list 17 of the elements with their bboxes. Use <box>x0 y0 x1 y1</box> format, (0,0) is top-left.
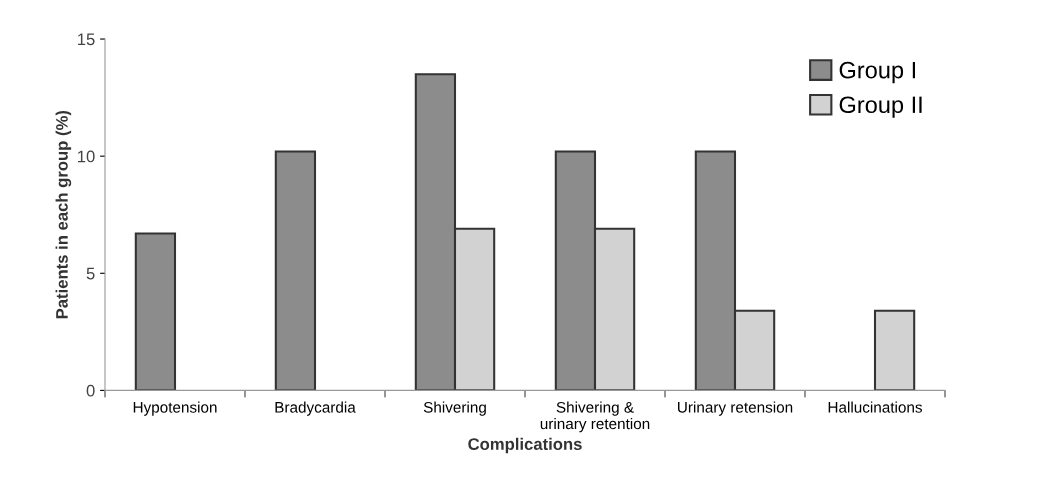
x-tick-label: Shivering <box>423 401 486 416</box>
x-tick-label: Hypotension <box>133 401 217 416</box>
legend-label: Group I <box>839 61 916 84</box>
y-tick-label: 10 <box>78 150 95 163</box>
x-tick-label: Bradycardia <box>275 401 356 416</box>
y-tick-label: 0 <box>86 384 95 397</box>
x-tick-label: Urinary retension <box>678 401 793 416</box>
y-axis-title: Patients in each group (%) <box>55 110 72 319</box>
legend-label: Group II <box>839 96 922 118</box>
bar <box>274 150 317 391</box>
bar <box>134 232 177 391</box>
bar <box>873 309 916 391</box>
y-tick-label: 5 <box>86 267 95 280</box>
x-tick-label: Hallucinations <box>828 401 923 413</box>
y-tick-label: 15 <box>78 33 95 46</box>
x-axis-title: Complications <box>468 437 582 454</box>
x-tick-label: Shivering & urinary retention <box>540 401 650 433</box>
